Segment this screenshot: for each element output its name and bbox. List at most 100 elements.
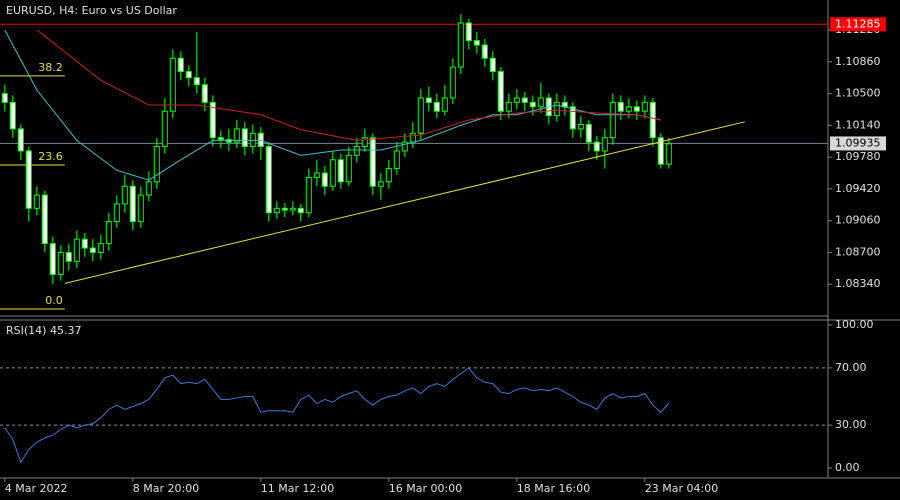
candle-body — [505, 101, 512, 112]
candle-body — [497, 70, 504, 112]
rsi-title: RSI(14) 45.37 — [6, 324, 81, 337]
fib-label: 38.2 — [38, 61, 63, 74]
candle-body — [177, 57, 184, 72]
candle-body — [601, 137, 608, 152]
candle-body — [401, 141, 408, 152]
candle-body — [417, 97, 424, 134]
candle-body — [513, 97, 520, 103]
candle-body — [481, 44, 488, 59]
candle-body — [193, 77, 200, 86]
candle-body — [185, 70, 192, 79]
trendline — [64, 121, 745, 284]
candle-body — [457, 22, 464, 68]
candle-body — [465, 22, 472, 42]
y-tick-label: 1.09060 — [835, 214, 881, 227]
candle-body — [521, 97, 528, 103]
candle-body — [369, 137, 376, 187]
x-tick-label: 23 Mar 04:00 — [645, 482, 718, 495]
candle-body — [473, 40, 480, 46]
y-tick-label: 1.10140 — [835, 118, 881, 131]
y-tick-label: 1.10500 — [835, 87, 881, 100]
candle-body — [89, 247, 96, 253]
candle-body — [345, 154, 352, 183]
candle-body — [441, 97, 448, 112]
candle-body — [273, 207, 280, 214]
moving-average — [36, 29, 661, 141]
rsi-line — [4, 367, 670, 464]
candle-body — [585, 123, 592, 143]
x-tick-label: 16 Mar 00:00 — [389, 482, 462, 495]
candle-body — [201, 84, 208, 103]
candle-body — [281, 207, 288, 211]
candle-body — [113, 203, 120, 223]
candle-body — [353, 146, 360, 156]
candle-body — [409, 132, 416, 143]
candle-body — [153, 146, 160, 183]
candle-body — [489, 57, 496, 72]
y-tick-label: 70.00 — [835, 361, 867, 374]
x-tick-label: 8 Mar 20:00 — [133, 482, 199, 495]
candle-body — [577, 123, 584, 130]
candle-body — [145, 181, 152, 196]
candle-body — [569, 106, 576, 130]
candle-body — [297, 207, 304, 214]
candle-body — [313, 172, 320, 178]
candle-body — [529, 101, 536, 108]
candle-body — [233, 128, 240, 143]
candle-body — [65, 251, 72, 262]
candle-body — [449, 66, 456, 99]
y-tick-label: 1.08340 — [835, 277, 881, 290]
candle-body — [609, 101, 616, 139]
candle-body — [321, 172, 328, 187]
candle-body — [593, 141, 600, 152]
fib-label: 0.0 — [45, 294, 63, 307]
moving-average — [4, 29, 661, 181]
price-label: 1.09935 — [835, 136, 881, 149]
y-tick-label: 30.00 — [835, 418, 867, 431]
y-tick-label: 1.09420 — [835, 182, 881, 195]
y-tick-label: 1.09780 — [835, 150, 881, 163]
price-label-box — [830, 136, 886, 151]
candle-body — [337, 159, 344, 183]
candle-body — [641, 101, 648, 112]
candle-body — [329, 159, 336, 187]
candle-body — [665, 143, 672, 165]
candle-body — [169, 57, 176, 112]
candle-body — [33, 194, 40, 209]
candle-body — [9, 101, 16, 130]
candle-body — [361, 137, 368, 148]
candle-body — [217, 137, 224, 140]
candle-body — [617, 101, 624, 112]
candle-body — [433, 101, 440, 112]
chart-title: EURUSD, H4: Euro vs US Dollar — [6, 4, 177, 17]
candle-body — [81, 238, 88, 249]
candle-body — [385, 168, 392, 183]
candle-body — [17, 128, 24, 152]
candle-body — [49, 243, 56, 276]
y-tick-label: 1.10860 — [835, 55, 881, 68]
candle-body — [41, 194, 48, 245]
candle-body — [625, 106, 632, 112]
candle-body — [553, 101, 560, 117]
y-tick-label: 0.00 — [835, 461, 860, 474]
x-tick-label: 18 Mar 16:00 — [517, 482, 590, 495]
candle-body — [121, 185, 128, 205]
candle-body — [73, 238, 80, 262]
candle-body — [161, 110, 168, 148]
candle-body — [241, 128, 248, 148]
candle-body — [289, 207, 296, 211]
candle-body — [209, 101, 216, 139]
candle-body — [649, 101, 656, 139]
candle-body — [105, 221, 112, 245]
candle-body — [129, 185, 136, 223]
price-label: 1.11285 — [835, 17, 881, 30]
candle-body — [393, 150, 400, 170]
candle-body — [377, 181, 384, 187]
candle-body — [265, 146, 272, 214]
rsi-value: 45.37 — [50, 324, 82, 337]
price-label-box — [830, 17, 886, 32]
frame — [0, 0, 900, 479]
candle-body — [657, 137, 664, 165]
candle-body — [305, 176, 312, 214]
